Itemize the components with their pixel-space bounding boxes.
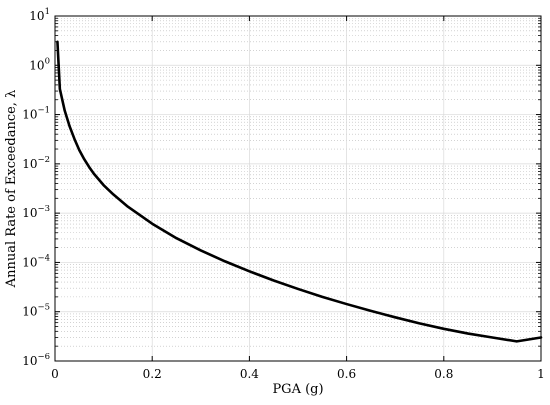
plot-background xyxy=(55,16,541,361)
hazard-curve-line xyxy=(56,40,543,343)
x-axis-ticks: 0 0.2 0.4 0.6 0.8 1 xyxy=(51,16,545,381)
y-tick-label: 101 xyxy=(29,7,50,23)
y-axis-ticks: 10−6 10−5 10−4 10−3 10−2 10−1 100 101 xyxy=(22,7,541,368)
plot-frame xyxy=(54,15,542,362)
y-tick-label: 10−3 xyxy=(22,204,50,220)
minor-grid xyxy=(55,17,541,347)
y-tick-label: 100 xyxy=(29,56,50,72)
y-axis-label: Annual Rate of Exceedance, λ xyxy=(4,90,19,289)
x-tick-label: 0 xyxy=(51,367,59,381)
y-tick-label: 10−5 xyxy=(22,303,50,319)
x-tick-label: 0.6 xyxy=(337,367,356,381)
series-layer xyxy=(56,40,543,343)
y-tick-label: 10−4 xyxy=(22,253,50,269)
plot-area: 0 0.2 0.4 0.6 0.8 1 10−610−510−410−310−210−11… xyxy=(22,7,545,381)
x-axis-label: PGA (g) xyxy=(272,382,323,397)
y-tick-label: 10−1 xyxy=(22,106,50,122)
x-tick-label: 0.4 xyxy=(240,367,259,381)
x-tick-label: 0.2 xyxy=(143,367,162,381)
x-tick-label: 0.8 xyxy=(434,367,453,381)
y-tick-label: 10−2 xyxy=(22,155,50,171)
y-tick-label: 10−6 xyxy=(22,352,50,368)
x-tick-label: 1 xyxy=(537,367,545,381)
